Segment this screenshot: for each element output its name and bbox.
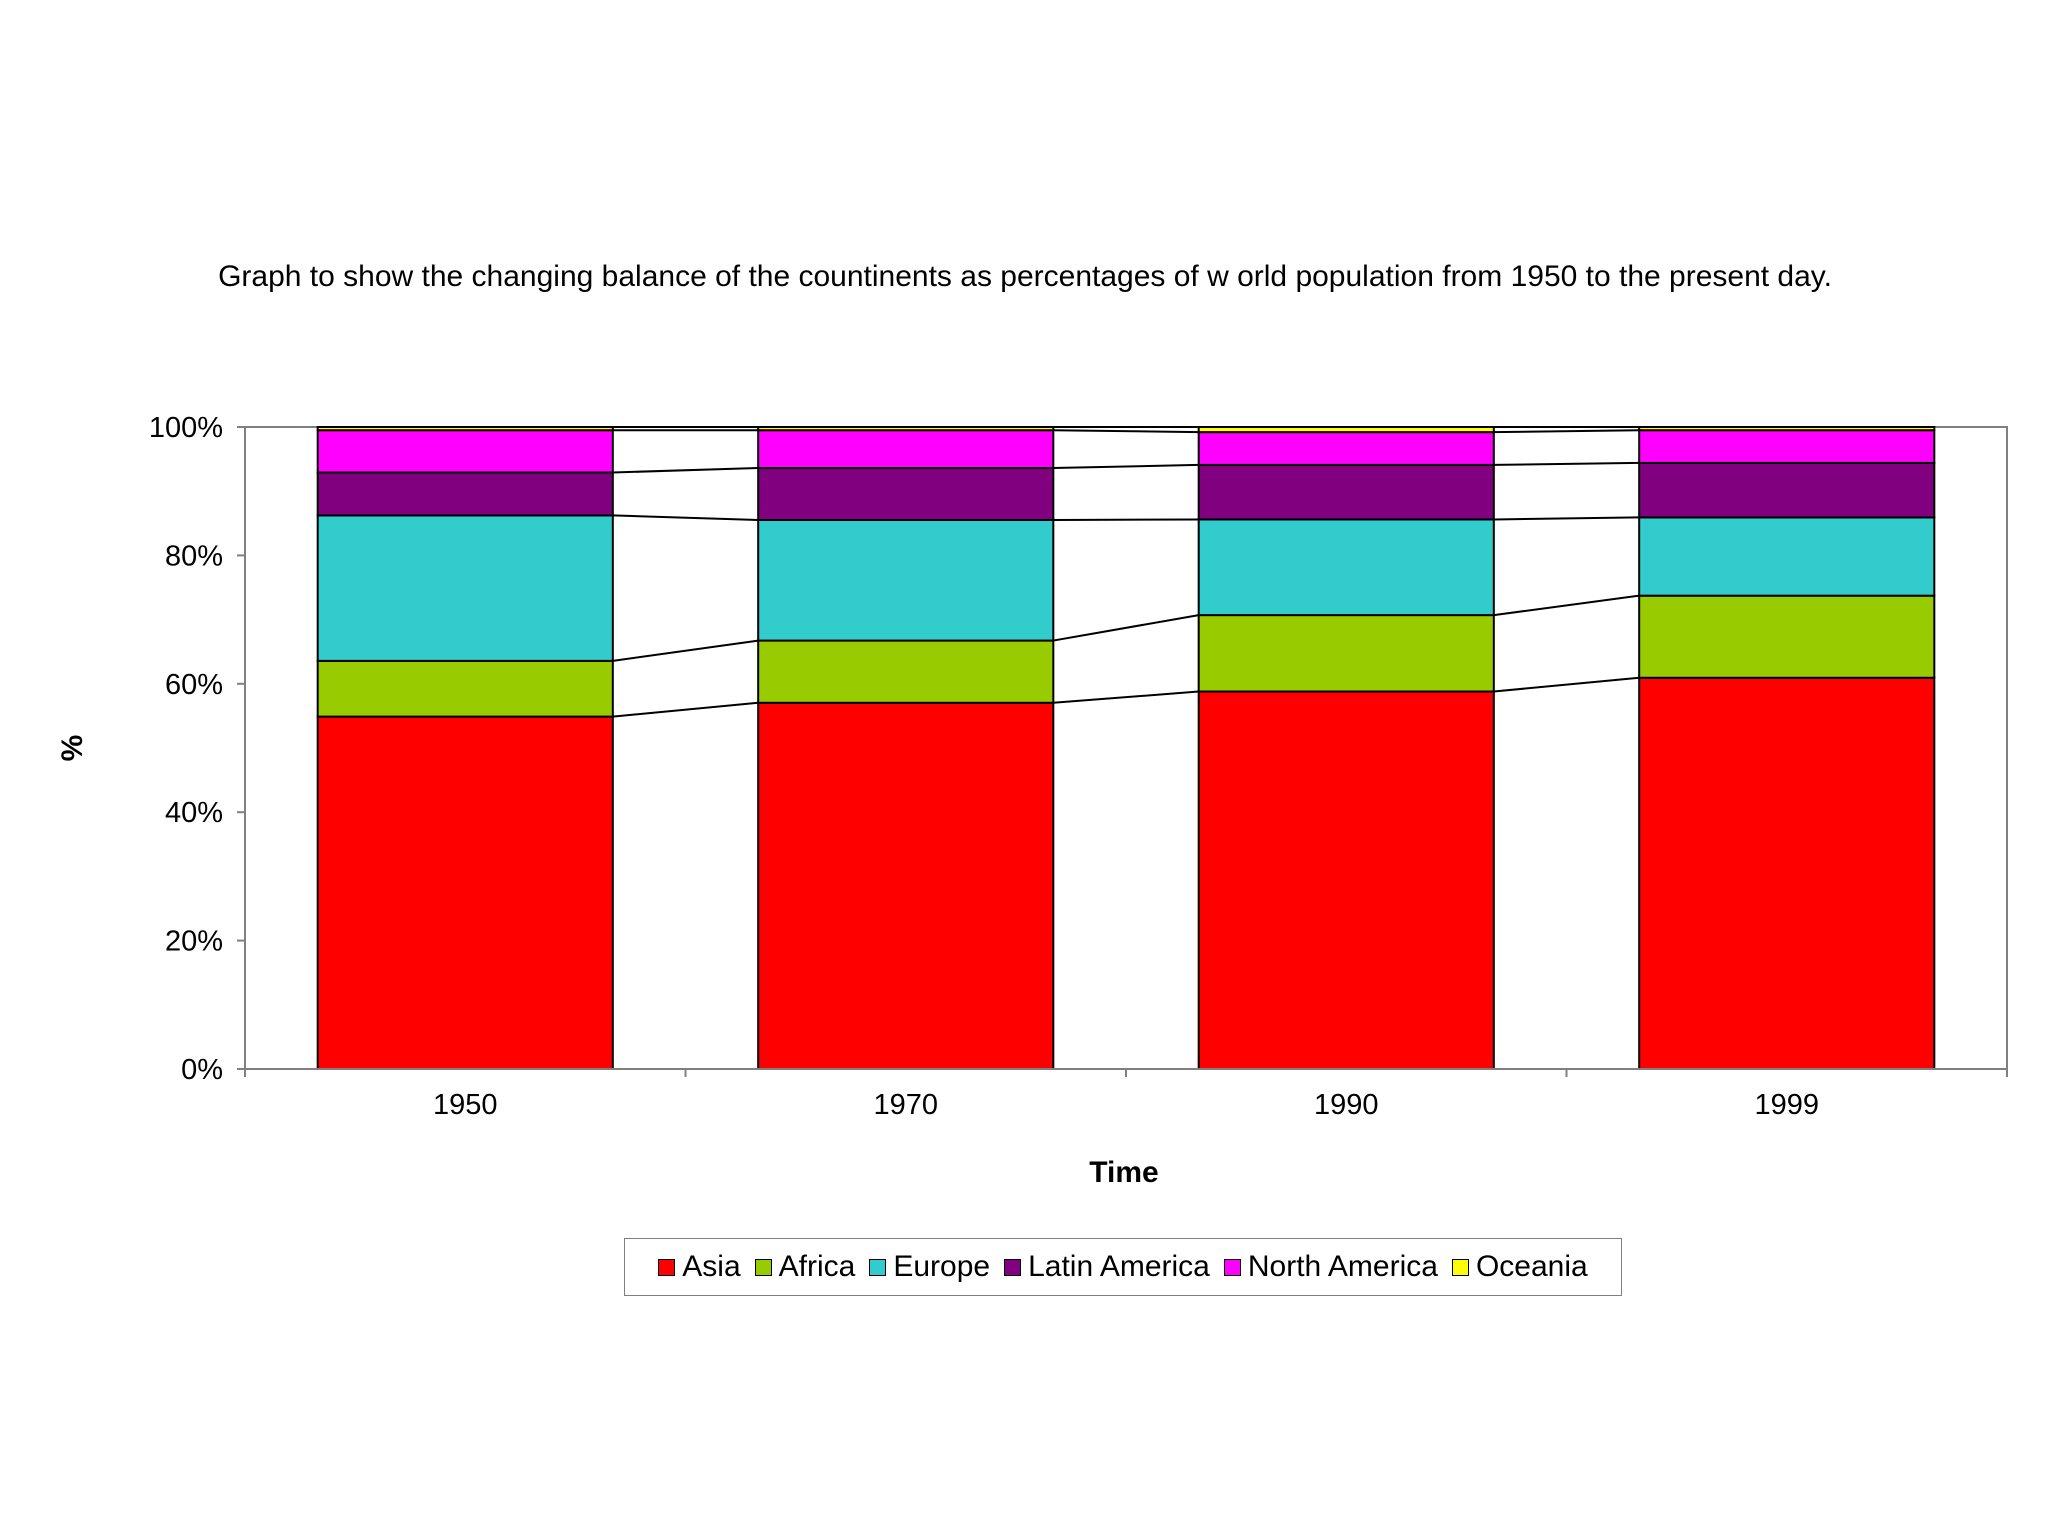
- legend-swatch: [1223, 1258, 1241, 1276]
- bar-africa-1950: [316, 659, 614, 718]
- x-axis: 1950 1970 1990 1999: [244, 1068, 2008, 1121]
- bar-latin-america-1990: [1197, 463, 1495, 521]
- y-tick-label: 0%: [181, 1054, 223, 1086]
- y-axis: 0% 20% 40% 60% 80% 100%: [149, 412, 246, 1086]
- bar-north-america-1999: [1638, 429, 1936, 464]
- legend-swatch: [658, 1258, 676, 1276]
- y-tick-label: 100%: [149, 412, 223, 444]
- legend-item-oceania: Oceania: [1451, 1250, 1588, 1284]
- x-tick-label: 1999: [1754, 1089, 1819, 1121]
- legend-swatch: [754, 1258, 772, 1276]
- bar-latin-america-1999: [1638, 461, 1936, 519]
- bar-north-america-1970: [757, 429, 1055, 470]
- x-axis-title: Time: [1089, 1156, 1158, 1189]
- bar-europe-1970: [757, 518, 1055, 642]
- legend-item-north-america: North America: [1223, 1250, 1438, 1284]
- bar-africa-1990: [1197, 614, 1495, 693]
- connector-asia: [1053, 690, 1199, 704]
- legend-label: North America: [1247, 1250, 1438, 1283]
- bar-asia-1990: [1197, 690, 1495, 1071]
- bar-north-america-1990: [1197, 431, 1495, 466]
- chart-title: Graph to show the changing balance of th…: [218, 260, 1832, 293]
- legend: Asia Africa Europe Latin America North Ameri…: [624, 1238, 1622, 1296]
- connector-latin-america: [1053, 463, 1199, 470]
- x-tick-label: 1970: [873, 1089, 938, 1121]
- bar-africa-1999: [1638, 594, 1936, 679]
- legend-swatch: [1004, 1258, 1022, 1276]
- legend-label: Latin America: [1028, 1250, 1210, 1283]
- connector-africa: [1493, 594, 1640, 617]
- bar-oceania-1999: [1638, 426, 1936, 432]
- bar-asia-1999: [1638, 676, 1936, 1070]
- bar-stacks: [316, 426, 1936, 1071]
- legend-item-asia: Asia: [658, 1250, 741, 1284]
- bar-europe-1950: [316, 514, 614, 662]
- connector-asia: [1493, 676, 1640, 693]
- connector-africa: [612, 639, 759, 662]
- connector-europe: [1053, 518, 1199, 521]
- bar-latin-america-1950: [316, 471, 614, 517]
- y-tick-label: 40%: [165, 797, 223, 829]
- legend-label: Oceania: [1475, 1250, 1588, 1283]
- legend-item-europe: Europe: [869, 1250, 990, 1284]
- legend-item-africa: Africa: [754, 1250, 856, 1284]
- bar-oceania-1990: [1197, 426, 1495, 434]
- bar-europe-1990: [1197, 518, 1495, 617]
- legend-label: Africa: [778, 1250, 856, 1283]
- connector-latin-america: [1493, 461, 1640, 466]
- legend-swatch: [869, 1258, 887, 1276]
- y-axis-title: %: [56, 735, 89, 762]
- legend-item-latin-america: Latin America: [1004, 1250, 1210, 1284]
- bar-africa-1970: [757, 639, 1055, 704]
- y-tick-label: 80%: [165, 540, 223, 572]
- series-connector-lines: [612, 426, 1640, 718]
- connector-north-america: [1053, 429, 1199, 434]
- x-tick-label: 1950: [433, 1089, 498, 1121]
- bar-asia-1950: [316, 715, 614, 1070]
- connector-north-america: [1493, 429, 1640, 434]
- bar-north-america-1950: [316, 429, 614, 474]
- connector-africa: [1053, 614, 1199, 642]
- bar-oceania-1970: [757, 426, 1055, 432]
- bar-latin-america-1970: [757, 467, 1055, 521]
- x-tick-label: 1990: [1314, 1089, 1379, 1121]
- legend-swatch: [1451, 1258, 1469, 1276]
- bar-europe-1999: [1638, 516, 1936, 597]
- bar-asia-1970: [757, 701, 1055, 1071]
- y-tick-label: 60%: [165, 669, 223, 701]
- connector-latin-america: [612, 467, 759, 474]
- y-tick-label: 20%: [165, 926, 223, 958]
- legend-label: Europe: [893, 1250, 991, 1283]
- legend-label: Asia: [682, 1250, 741, 1283]
- connector-europe: [612, 514, 759, 521]
- connector-asia: [612, 701, 759, 718]
- bar-oceania-1950: [316, 426, 614, 432]
- connector-europe: [1493, 516, 1640, 521]
